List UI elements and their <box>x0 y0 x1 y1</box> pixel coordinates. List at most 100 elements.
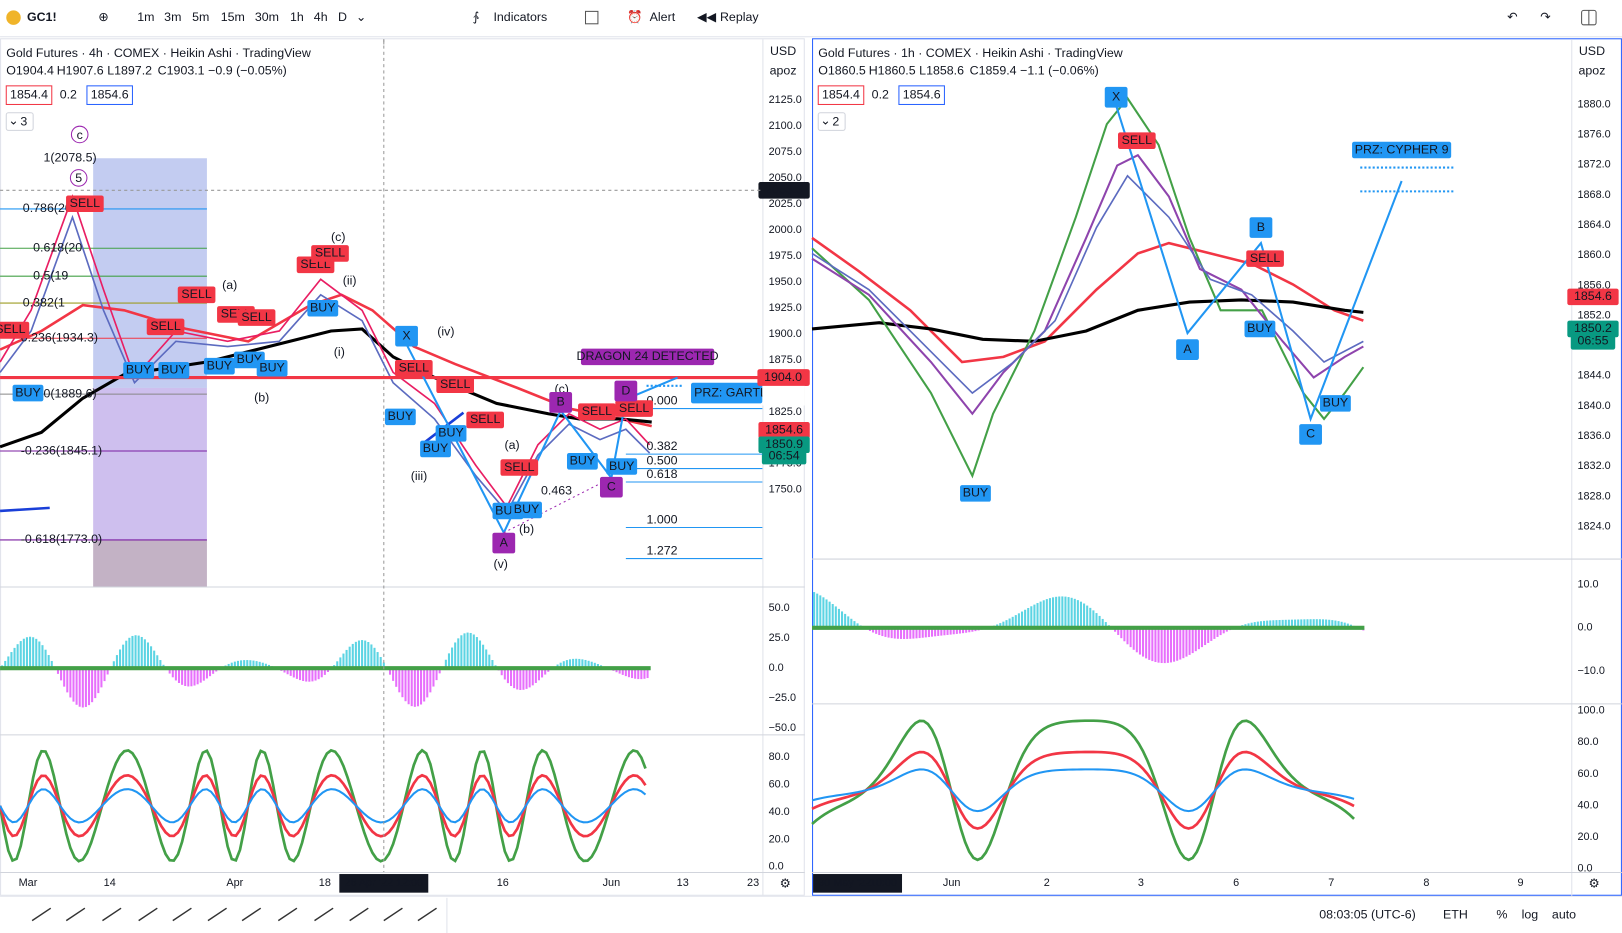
spread: 0.2 <box>872 87 889 101</box>
interval-button[interactable]: 4h <box>314 10 328 24</box>
signal-label-bg <box>435 425 467 442</box>
signal-label-bg <box>1244 320 1276 338</box>
settings-button[interactable]: ⚙ <box>780 877 791 891</box>
interval-button[interactable]: 1m <box>137 10 154 24</box>
osc1-tick-label: 0.0 <box>769 662 784 674</box>
alert-button[interactable]: Alert <box>650 10 676 24</box>
bid-box <box>817 85 865 105</box>
drawing-tool-icon[interactable] <box>102 907 122 922</box>
signal-label-bg <box>256 359 288 377</box>
price-tick-label: 2025.0 <box>769 198 802 210</box>
drawing-tool-icon[interactable] <box>314 907 334 922</box>
fib-zone-bottom <box>93 539 207 587</box>
signal-label-bg <box>615 400 653 417</box>
osc1-tick-label: −25.0 <box>769 692 796 704</box>
signal-label: SELL <box>70 196 100 210</box>
osc1-tick-label: 50.0 <box>769 602 790 614</box>
signal-label: SELL <box>0 322 26 336</box>
redo-button[interactable]: ↷ <box>1540 10 1550 24</box>
indicators-button[interactable]: Indicators <box>493 10 547 24</box>
compare-button[interactable]: ⊕ <box>98 10 108 24</box>
pattern-point-bg <box>1299 424 1322 445</box>
currency-button[interactable]: USD <box>770 44 796 58</box>
osc1-tick-label: −10.0 <box>1577 665 1604 677</box>
price-tick-label: 1836.0 <box>1577 430 1610 442</box>
scale-mode-button[interactable]: apoz <box>770 64 797 78</box>
clock: 08:03:05 (UTC-6) <box>1319 908 1416 922</box>
crosshair-time-bg <box>813 874 903 893</box>
settings-button[interactable]: ⚙ <box>1588 877 1599 891</box>
indicator-toggle[interactable] <box>817 112 846 131</box>
price-tick-label: 1840.0 <box>1577 400 1610 412</box>
prz-label: PRZ: CYPHER 9 <box>1355 142 1449 156</box>
drawing-tool-icon[interactable] <box>349 907 369 922</box>
interval-button[interactable]: 15m <box>221 10 245 24</box>
signal-label: BUY <box>514 502 540 516</box>
indicator-toggle[interactable] <box>5 112 34 131</box>
scale-mode-button[interactable]: apoz <box>1578 64 1605 78</box>
oscillator-line <box>811 768 1355 813</box>
fib-label: 0(1889.6) <box>43 386 96 400</box>
auto-button[interactable]: auto <box>1552 908 1576 922</box>
time-label: 9 <box>1518 877 1524 889</box>
interval-button[interactable]: D <box>338 10 347 24</box>
pane-frame <box>812 38 1622 896</box>
fib-zone-upper <box>93 158 207 388</box>
ohlc-value: C1903.1 <box>158 64 205 78</box>
crosshair-hour: 10:00 <box>870 877 897 889</box>
log-button[interactable]: log <box>1522 908 1539 922</box>
spread: 0.2 <box>60 87 77 101</box>
interval-button[interactable]: 1h <box>290 10 304 24</box>
osc2-tick-label: 40.0 <box>769 806 790 818</box>
price-badge: 06:55 <box>1577 334 1608 348</box>
currency-button[interactable]: USD <box>1579 44 1605 58</box>
signal-label-bg <box>960 485 991 502</box>
interval-menu[interactable]: ⌄ <box>356 10 366 24</box>
drawing-tool-icon[interactable] <box>277 907 298 922</box>
drawing-tool-icon[interactable] <box>417 907 437 922</box>
drawing-tool-icon[interactable] <box>207 907 227 922</box>
drawing-tool-icon[interactable] <box>31 907 52 922</box>
drawing-tool-icon[interactable] <box>383 907 403 922</box>
layout-icon[interactable] <box>584 10 599 25</box>
indicator-count[interactable]: 2 <box>832 114 839 128</box>
undo-button[interactable]: ↶ <box>1507 10 1517 24</box>
ratio-label: 1.000 <box>647 513 678 527</box>
interval-button[interactable]: 30m <box>255 10 279 24</box>
percent-button[interactable]: % <box>1496 908 1507 922</box>
pattern-point: D <box>621 383 630 397</box>
signal-label-bg <box>394 359 433 377</box>
osc1-tick-label: 0.0 <box>1577 622 1592 634</box>
replay-button[interactable]: Replay <box>720 10 759 24</box>
session-button[interactable]: ETH <box>1443 908 1468 922</box>
interval-button[interactable]: 3m <box>164 10 181 24</box>
signal-label: BUY <box>15 385 41 399</box>
wave-label: (a) <box>222 278 237 292</box>
drawing-tool-icon[interactable] <box>172 907 192 922</box>
drawing-tool-icon[interactable] <box>65 907 86 922</box>
ohlc-value: −0.9 (−0.05%) <box>208 64 287 78</box>
drawing-tool-icon[interactable] <box>138 907 158 922</box>
crosshair-time-bg <box>339 874 429 893</box>
pattern-point-bg <box>1249 217 1273 238</box>
signal-label-bg <box>606 458 638 475</box>
signal-label: BUY <box>963 486 989 500</box>
symbol[interactable]: GC1! <box>27 10 57 24</box>
wave-label: (i) <box>334 345 345 359</box>
ohlc-value: L1858.6 <box>919 64 964 78</box>
oscillator-line <box>0 788 647 824</box>
interval-button[interactable]: 5m <box>192 10 209 24</box>
time-label: 23 <box>747 877 759 889</box>
pattern-point-bg <box>1104 86 1128 108</box>
indicator-count[interactable]: 3 <box>20 114 27 128</box>
time-label: Jun <box>943 877 961 889</box>
price-badge: 06:54 <box>769 448 800 462</box>
indicator-chevron: ⌄ <box>8 113 18 127</box>
time-label: 8 <box>1423 877 1429 889</box>
moving-average <box>811 298 1364 343</box>
ohlc-value: C1859.4 <box>970 64 1017 78</box>
chart-title: Gold Futures · 1h · COMEX · Heikin Ashi … <box>818 46 1123 60</box>
osc1-tick-label: 25.0 <box>769 632 790 644</box>
drawing-tool-icon[interactable] <box>241 907 262 922</box>
pattern-point-bg <box>614 380 638 402</box>
